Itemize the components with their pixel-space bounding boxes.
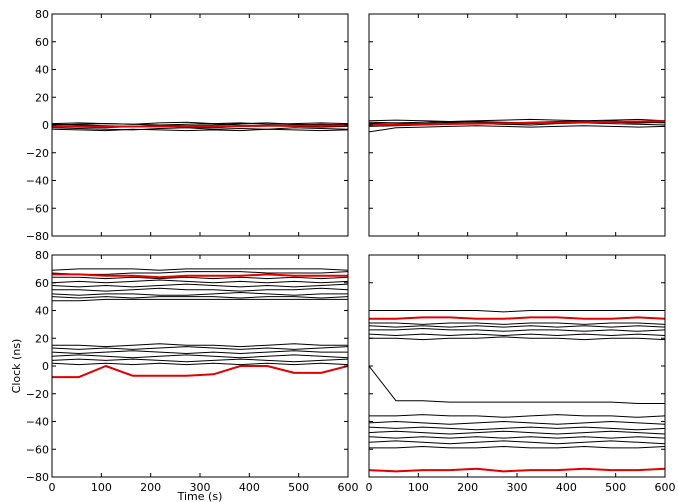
series-line-3 (369, 125, 665, 133)
series-line-12 (369, 440, 665, 445)
y-tick-label: −20 (26, 147, 49, 160)
series-line-11 (52, 350, 348, 354)
series-line-9 (369, 426, 665, 431)
series-line-1 (369, 322, 665, 325)
series-group (52, 121, 348, 132)
highlight-series-line-14 (369, 316, 665, 320)
x-tick-label: 400 (239, 481, 260, 494)
series-line-0 (52, 268, 348, 271)
series-line-2 (369, 325, 665, 328)
series-line-9 (52, 343, 348, 348)
highlight-series-line-15 (52, 273, 348, 279)
x-tick-label: 600 (655, 481, 676, 494)
series-line-4 (369, 333, 665, 336)
series-group (369, 310, 665, 473)
y-tick-label: −20 (26, 388, 49, 401)
series-line-8 (52, 298, 348, 302)
series-group (369, 118, 665, 133)
x-tick-label: 0 (49, 481, 56, 494)
panel-bottom-right: 0 100 200 300 400 500 600 (366, 254, 676, 494)
series-line-5 (369, 336, 665, 341)
series-line-12 (52, 354, 348, 359)
x-axis-label: Time (s) (177, 490, 223, 502)
y-tick-label: −60 (26, 443, 49, 456)
y-tick-label: 80 (35, 8, 49, 21)
y-tick-label: 0 (42, 119, 49, 132)
panel-top-right (368, 13, 666, 237)
series-line-10 (369, 430, 665, 435)
y-tick-label: 60 (35, 36, 49, 49)
series-line-10 (52, 346, 348, 350)
x-tick-label: 200 (140, 481, 161, 494)
series-line-0 (369, 310, 665, 313)
y-tick-label: 0 (42, 360, 49, 373)
x-tick-label: 300 (507, 481, 528, 494)
series-line-7 (369, 414, 665, 418)
series-line-2 (52, 127, 348, 131)
y-tick-label: −80 (26, 471, 49, 484)
x-tick-label: 500 (288, 481, 309, 494)
y-tick-label: −40 (26, 175, 49, 188)
y-tick-label: −80 (26, 230, 49, 243)
series-line-3 (369, 328, 665, 332)
y-axis-label: Clock (ns) (10, 339, 23, 394)
x-tick-label: 200 (457, 481, 478, 494)
highlight-series-line-6 (369, 120, 665, 126)
y-tick-label: 80 (35, 249, 49, 262)
panel-bottom-left: 0 100 200 300 400 500 600 −80 −60 −40 −20 0 20 40 60 80 (26, 249, 359, 494)
y-tick-label: 20 (35, 332, 49, 345)
panel-top-left: −80 −60 −40 −20 0 20 40 60 80 (26, 8, 349, 243)
x-tick-label: 0 (366, 481, 373, 494)
series-line-2 (369, 118, 665, 122)
series-line-3 (52, 279, 348, 284)
series-line-8 (369, 421, 665, 425)
series-line-13 (52, 358, 348, 363)
series-line-1 (52, 271, 348, 275)
highlight-series-line-16 (52, 365, 348, 379)
highlight-series-line-15 (369, 467, 665, 473)
x-tick-label: 500 (605, 481, 626, 494)
series-line-7 (52, 296, 348, 299)
series-line-14 (52, 362, 348, 366)
x-tick-label: 400 (556, 481, 577, 494)
y-tick-label: 60 (35, 277, 49, 290)
y-tick-label: −40 (26, 416, 49, 429)
y-tick-label: 40 (35, 305, 49, 318)
series-line-5 (52, 287, 348, 292)
y-tick-label: −60 (26, 202, 49, 215)
axes-frame (51, 254, 349, 478)
series-line-4 (52, 128, 348, 132)
series-line-3 (52, 121, 348, 125)
x-tick-label: 100 (408, 481, 429, 494)
series-line-6 (369, 365, 665, 404)
axes-frame (368, 254, 666, 478)
x-tick-label: 300 (190, 481, 211, 494)
y-tick-label: 40 (35, 64, 49, 77)
x-tick-label: 100 (91, 481, 112, 494)
series-line-13 (369, 446, 665, 449)
series-line-2 (52, 276, 348, 280)
series-line-11 (369, 436, 665, 439)
series-line-6 (52, 292, 348, 296)
x-tick-label: 600 (338, 481, 359, 494)
series-line-4 (52, 283, 348, 288)
y-tick-label: 20 (35, 91, 49, 104)
series-group (52, 268, 348, 379)
highlight-series-line-6 (52, 124, 348, 128)
